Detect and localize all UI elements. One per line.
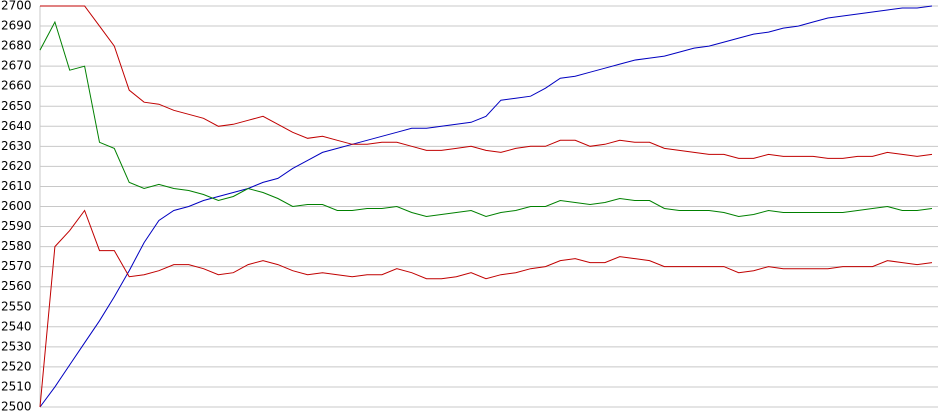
y-tick-label: 2560: [1, 279, 32, 293]
y-tick-label: 2520: [1, 359, 32, 373]
y-tick-label: 2690: [1, 19, 32, 33]
y-tick-label: 2660: [1, 79, 32, 93]
y-tick-label: 2540: [1, 319, 32, 333]
y-tick-label: 2620: [1, 159, 32, 173]
series-line: [39, 5, 933, 408]
y-tick-label: 2680: [1, 39, 32, 53]
y-tick-label: 2600: [1, 199, 32, 213]
series-line: [39, 20, 933, 218]
y-tick-label: 2640: [1, 119, 32, 133]
y-tick-label: 2550: [1, 299, 32, 313]
y-tick-label: 2670: [1, 59, 32, 73]
y-tick-label: 2650: [1, 99, 32, 113]
y-tick-label: 2700: [1, 0, 32, 13]
y-tick-label: 2580: [1, 239, 32, 253]
y-tick-label: 2500: [1, 400, 32, 411]
y-tick-label: 2610: [1, 179, 32, 193]
y-tick-label: 2510: [1, 379, 32, 393]
y-tick-label: 2530: [1, 339, 32, 353]
y-tick-label: 2630: [1, 139, 32, 153]
series-line: [40, 5, 933, 159]
series-line: [39, 209, 933, 408]
y-tick-label: 2570: [1, 259, 32, 273]
y-tick-label: 2590: [1, 219, 32, 233]
